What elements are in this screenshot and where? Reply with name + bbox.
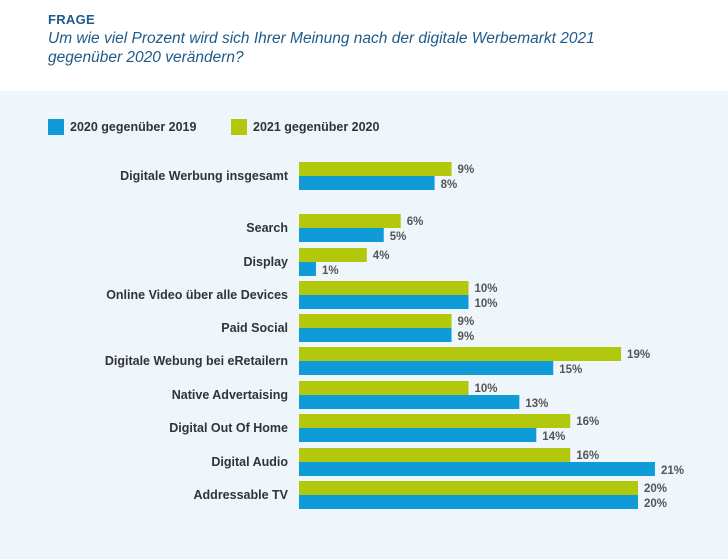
value-label-2020-vs-2019: 20% xyxy=(644,498,667,510)
category-label: Digitale Werbung insgesamt xyxy=(120,169,289,183)
value-label-2020-vs-2019: 8% xyxy=(441,179,458,191)
value-label-2020-vs-2019: 5% xyxy=(390,231,407,243)
value-label-2021-vs-2020: 9% xyxy=(458,164,475,176)
legend-swatch-2020 xyxy=(48,119,64,135)
category-label: Digital Audio xyxy=(211,455,288,469)
bar-2020-vs-2019 xyxy=(299,462,655,476)
category-label: Display xyxy=(244,255,289,269)
bar-2020-vs-2019 xyxy=(299,361,554,375)
value-label-2020-vs-2019: 13% xyxy=(525,398,548,410)
bar-2020-vs-2019 xyxy=(299,262,316,276)
bar-2020-vs-2019 xyxy=(299,495,638,509)
bar-2021-vs-2020 xyxy=(299,162,452,176)
bar-2021-vs-2020 xyxy=(299,381,469,395)
category-label: Online Video über alle Devices xyxy=(106,288,288,302)
bar-2020-vs-2019 xyxy=(299,428,537,442)
bar-2021-vs-2020 xyxy=(299,481,638,495)
legend-label-2021: 2021 gegenüber 2020 xyxy=(253,120,380,134)
bar-2021-vs-2020 xyxy=(299,314,452,328)
bar-2021-vs-2020 xyxy=(299,248,367,262)
question-line-2: gegenüber 2020 verändern? xyxy=(48,49,244,66)
question-text: Um wie viel Prozent wird sich Ihrer Mein… xyxy=(48,29,718,67)
question-line-1: Um wie viel Prozent wird sich Ihrer Mein… xyxy=(48,30,595,47)
bar-2020-vs-2019 xyxy=(299,328,452,342)
bar-2021-vs-2020 xyxy=(299,448,571,462)
value-label-2021-vs-2020: 9% xyxy=(458,316,475,328)
value-label-2020-vs-2019: 15% xyxy=(559,364,582,376)
category-label: Digitale Webung bei eRetailern xyxy=(105,354,288,368)
value-label-2020-vs-2019: 9% xyxy=(458,331,475,343)
category-label: Search xyxy=(246,221,288,235)
legend-label-2020: 2020 gegenüber 2019 xyxy=(70,120,197,134)
value-label-2020-vs-2019: 1% xyxy=(322,265,339,277)
question-kicker: FRAGE xyxy=(48,12,95,27)
chart-header: FRAGE Um wie viel Prozent wird sich Ihre… xyxy=(48,10,718,67)
value-label-2021-vs-2020: 16% xyxy=(576,450,599,462)
bar-2020-vs-2019 xyxy=(299,228,384,242)
bar-2021-vs-2020 xyxy=(299,347,622,361)
value-label-2021-vs-2020: 16% xyxy=(576,416,599,428)
category-label: Paid Social xyxy=(221,321,288,335)
value-label-2020-vs-2019: 10% xyxy=(475,298,498,310)
bar-2020-vs-2019 xyxy=(299,295,469,309)
bar-2021-vs-2020 xyxy=(299,281,469,295)
category-label: Digital Out Of Home xyxy=(169,421,288,435)
bar-2021-vs-2020 xyxy=(299,414,571,428)
legend-swatch-2021 xyxy=(231,119,247,135)
value-label-2021-vs-2020: 10% xyxy=(475,383,498,395)
value-label-2020-vs-2019: 21% xyxy=(661,465,684,477)
bar-2020-vs-2019 xyxy=(299,395,520,409)
value-label-2021-vs-2020: 4% xyxy=(373,250,390,262)
bar-2020-vs-2019 xyxy=(299,176,435,190)
category-label: Native Advertaising xyxy=(172,388,288,402)
value-label-2021-vs-2020: 19% xyxy=(627,349,650,361)
value-label-2021-vs-2020: 20% xyxy=(644,483,667,495)
bar-2021-vs-2020 xyxy=(299,214,401,228)
value-label-2021-vs-2020: 10% xyxy=(475,283,498,295)
value-label-2020-vs-2019: 14% xyxy=(542,431,565,443)
category-label: Addressable TV xyxy=(194,488,289,502)
value-label-2021-vs-2020: 6% xyxy=(407,216,424,228)
